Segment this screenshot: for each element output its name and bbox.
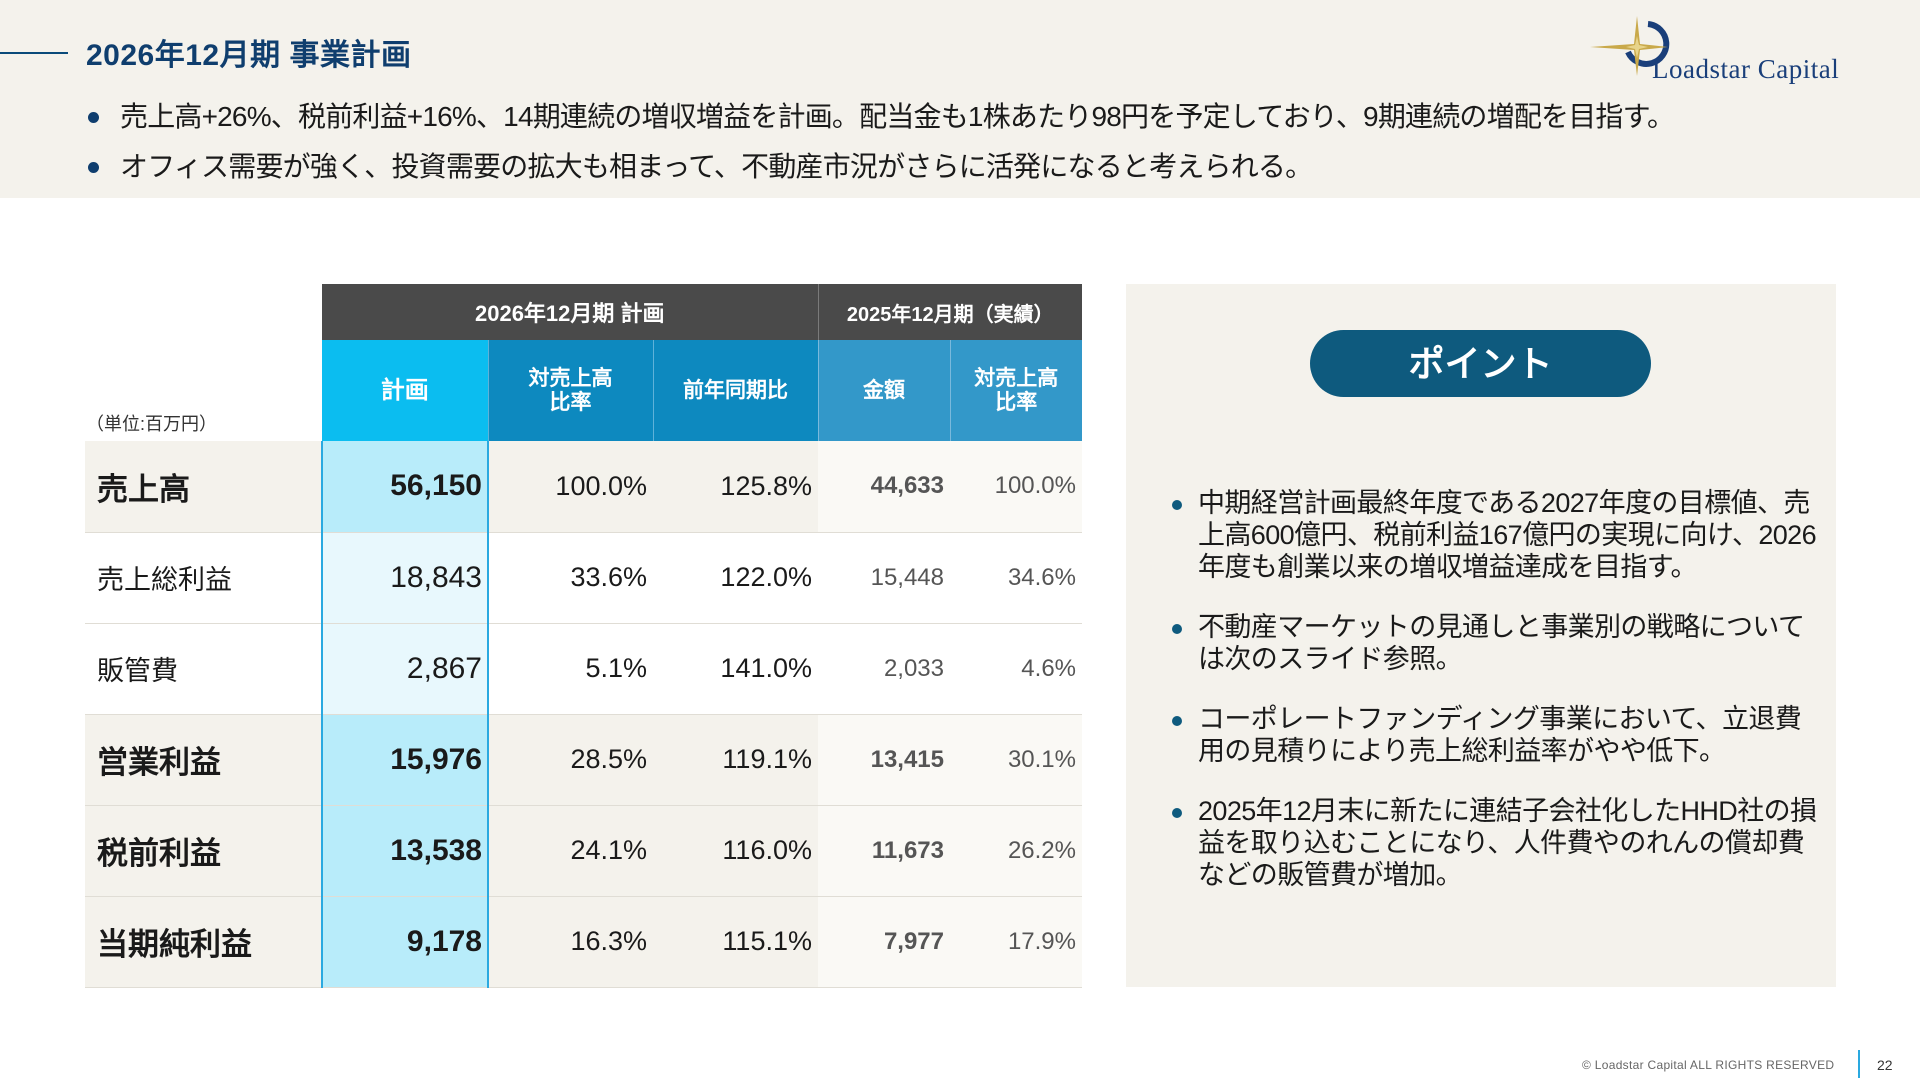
point-title-pill: ポイント — [1310, 330, 1651, 397]
actual-value: 2,033 — [818, 623, 950, 715]
point-item: 不動産マーケットの見通しと事業別の戦略については次のスライド参照。 — [1170, 611, 1820, 675]
plan-ratio: 33.6% — [488, 532, 653, 624]
summary-bullets: 売上高+26%、税前利益+16%、14期連続の増収増益を計画。配当金も1株あたり… — [86, 92, 1675, 192]
page-number: 22 — [1877, 1057, 1893, 1073]
actual-ratio: 26.2% — [950, 805, 1082, 897]
point-item: 2025年12月末に新たに連結子会社化したHHD社の損益を取り込むことになり、人… — [1170, 795, 1820, 891]
col-header-plan-ratio: 対売上高 比率 — [487, 340, 653, 441]
plan-ratio: 24.1% — [488, 805, 653, 897]
summary-bullet: 売上高+26%、税前利益+16%、14期連続の増収増益を計画。配当金も1株あたり… — [86, 92, 1675, 142]
point-panel: ポイント 中期経営計画最終年度である2027年度の目標値、売上高600億円、税前… — [1126, 284, 1836, 987]
actual-ratio: 100.0% — [950, 441, 1082, 533]
actual-value: 44,633 — [818, 441, 950, 533]
actual-value: 7,977 — [818, 896, 950, 988]
unit-label: （単位:百万円） — [86, 414, 218, 434]
plan-group-header: 2026年12月期 計画 — [322, 284, 818, 340]
table-row: 売上総利益 18,843 33.6% 122.0% 15,448 34.6% — [85, 532, 1082, 624]
row-label: 販管費 — [85, 623, 322, 715]
yoy-value: 125.8% — [653, 441, 818, 533]
col-header-yoy: 前年同期比 — [652, 340, 818, 441]
company-logo: Loadstar Capital — [1590, 14, 1900, 94]
actual-ratio: 30.1% — [950, 714, 1082, 806]
yoy-value: 115.1% — [653, 896, 818, 988]
footer-divider — [1858, 1050, 1860, 1078]
table-row: 営業利益 15,976 28.5% 119.1% 13,415 30.1% — [85, 714, 1082, 806]
plan-value: 2,867 — [321, 623, 489, 715]
plan-value: 15,976 — [321, 714, 489, 806]
yoy-value: 122.0% — [653, 532, 818, 624]
business-plan-table: 2026年12月期 計画 2025年12月期（実績） 計画 対売上高 比率 前年… — [85, 284, 1082, 988]
point-list: 中期経営計画最終年度である2027年度の目標値、売上高600億円、税前利益167… — [1170, 487, 1820, 919]
plan-ratio: 5.1% — [488, 623, 653, 715]
point-item: コーポレートファンディング事業において、立退費用の見積りにより売上総利益率がやや… — [1170, 703, 1820, 767]
table-row: 当期純利益 9,178 16.3% 115.1% 7,977 17.9% — [85, 896, 1082, 988]
yoy-value: 141.0% — [653, 623, 818, 715]
table-row: 税前利益 13,538 24.1% 116.0% 11,673 26.2% — [85, 805, 1082, 897]
actual-group-header: 2025年12月期（実績） — [817, 284, 1082, 340]
plan-value: 18,843 — [321, 532, 489, 624]
col-header-actual-ratio: 対売上高 比率 — [949, 340, 1082, 441]
title-accent-line — [0, 52, 68, 54]
col-header-amount: 金額 — [817, 340, 950, 441]
actual-ratio: 34.6% — [950, 532, 1082, 624]
actual-value: 13,415 — [818, 714, 950, 806]
plan-value: 56,150 — [321, 441, 489, 533]
actual-ratio: 4.6% — [950, 623, 1082, 715]
actual-ratio: 17.9% — [950, 896, 1082, 988]
col-header-plan: 計画 — [322, 340, 488, 441]
yoy-value: 116.0% — [653, 805, 818, 897]
row-label: 売上総利益 — [85, 532, 322, 624]
row-label: 税前利益 — [85, 805, 322, 897]
footer-copyright: © Loadstar Capital ALL RIGHTS RESERVED — [1582, 1058, 1835, 1072]
row-label: 営業利益 — [85, 714, 322, 806]
actual-value: 11,673 — [818, 805, 950, 897]
actual-value: 15,448 — [818, 532, 950, 624]
point-item: 中期経営計画最終年度である2027年度の目標値、売上高600億円、税前利益167… — [1170, 487, 1820, 583]
header-band: 2026年12月期 事業計画 Loadstar Capital 売上高+26%、… — [0, 0, 1920, 198]
table-row: 販管費 2,867 5.1% 141.0% 2,033 4.6% — [85, 623, 1082, 715]
summary-bullet: オフィス需要が強く、投資需要の拡大も相まって、不動産市況がさらに活発になると考え… — [86, 142, 1674, 192]
row-label: 売上高 — [85, 441, 322, 533]
row-label: 当期純利益 — [85, 896, 322, 988]
plan-ratio: 16.3% — [488, 896, 653, 988]
plan-value: 13,538 — [321, 805, 489, 897]
yoy-value: 119.1% — [653, 714, 818, 806]
page-title: 2026年12月期 事業計画 — [86, 39, 412, 72]
plan-ratio: 28.5% — [488, 714, 653, 806]
logo-text: Loadstar Capital — [1652, 54, 1840, 84]
logo-star-icon — [1590, 16, 1670, 76]
plan-ratio: 100.0% — [488, 441, 653, 533]
plan-value: 9,178 — [321, 896, 489, 988]
table-row: 売上高 56,150 100.0% 125.8% 44,633 100.0% — [85, 441, 1082, 533]
